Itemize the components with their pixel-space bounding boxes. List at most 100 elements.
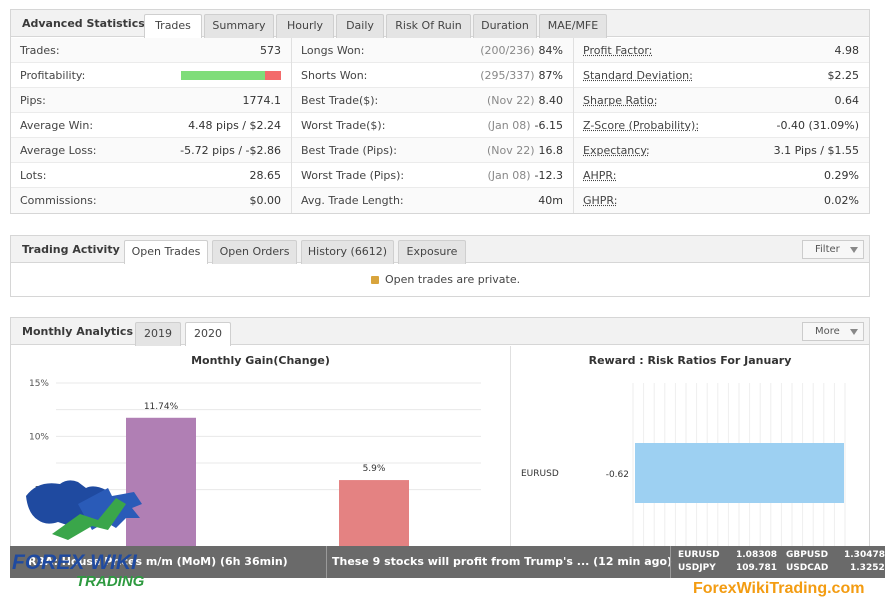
stat-row: Best Trade (Pips): (Nov 22) 16.8 <box>292 138 573 163</box>
tab-2020[interactable]: 2020 <box>185 322 231 346</box>
filter-button[interactable]: Filter <box>802 240 864 259</box>
stat-value: 4.98 <box>834 44 860 57</box>
stat-value: 0.02% <box>824 194 859 207</box>
chart-title: Reward : Risk Ratios For January <box>588 354 792 367</box>
stat-value: 87% <box>538 69 563 82</box>
stat-label: Trades: <box>20 44 60 57</box>
logo-line-1: FOREX WIKI <box>12 551 138 574</box>
stat-row: Z-Score (Probability): -0.40 (31.09%) <box>574 113 869 138</box>
stat-sub: (Jan 08) <box>487 119 531 132</box>
stat-value: -12.3 <box>534 169 563 182</box>
monthly-gain-svg: 15%10%5%11.74%5.9% <box>29 379 481 556</box>
stat-label: Avg. Trade Length: <box>301 194 404 207</box>
stat-sub: (Jan 08) <box>487 169 531 182</box>
stat-label: Average Win: <box>20 119 94 132</box>
y-tick-label: 15% <box>29 379 49 389</box>
stat-value: 16.8 <box>538 144 564 157</box>
more-button[interactable]: More <box>802 322 864 341</box>
quote-price: 1.3252 <box>850 563 885 573</box>
monthly-analytics-header: Monthly Analytics 2019 2020 More <box>11 318 869 346</box>
quote-pair: GBPUSD <box>786 550 829 560</box>
stat-label: Worst Trade (Pips): <box>301 169 405 182</box>
stat-label-link[interactable]: Z-Score (Probability): <box>583 119 700 132</box>
stat-label-link[interactable]: Profit Factor: <box>583 44 653 57</box>
quote-price: 109.781 <box>736 563 777 573</box>
stat-row: Best Trade($): (Nov 22) 8.40 <box>292 88 573 113</box>
stat-value: 4.48 pips / $2.24 <box>188 119 281 132</box>
stat-value: 28.65 <box>249 169 282 182</box>
bar <box>339 480 409 556</box>
panel-title: Advanced Statistics <box>22 17 145 30</box>
stat-row: Pips: 1774.1 <box>11 88 291 113</box>
tab-mae-mfe[interactable]: MAE/MFE <box>539 14 607 38</box>
panel-title: Trading Activity <box>22 243 120 256</box>
tab-summary[interactable]: Summary <box>204 14 274 38</box>
y-tick-label: 10% <box>29 432 49 442</box>
stat-value-group: (200/236) 84% <box>480 44 563 57</box>
ticker-divider <box>670 546 671 578</box>
stat-label-link[interactable]: Sharpe Ratio: <box>583 94 658 107</box>
tab-2019[interactable]: 2019 <box>135 322 181 346</box>
stat-sub: (295/337) <box>480 69 535 82</box>
stat-sub: (Nov 22) <box>486 94 535 107</box>
tab-duration[interactable]: Duration <box>473 14 537 38</box>
bar <box>126 417 196 556</box>
tab-open-orders[interactable]: Open Orders <box>212 240 297 264</box>
advanced-statistics-panel: Advanced Statistics Trades Summary Hourl… <box>10 9 870 214</box>
stat-value: 0.64 <box>834 94 860 107</box>
trading-activity-panel: Trading Activity Open Trades Open Orders… <box>10 235 870 297</box>
stat-label: Longs Won: <box>301 44 365 57</box>
stat-row: Profitability: <box>11 63 291 88</box>
stat-value-group: (295/337) 87% <box>480 69 563 82</box>
lock-icon <box>371 276 379 284</box>
stat-value: 84% <box>538 44 563 57</box>
quote-pair: USDCAD <box>786 563 829 573</box>
advanced-statistics-header: Advanced Statistics Trades Summary Hourl… <box>11 10 869 38</box>
tab-hourly[interactable]: Hourly <box>276 14 334 38</box>
category-label: EURUSD <box>521 469 559 479</box>
stat-label-link[interactable]: Standard Deviation: <box>583 69 693 82</box>
stat-row: GHPR: 0.02% <box>574 188 869 213</box>
tab-open-trades[interactable]: Open Trades <box>124 240 208 264</box>
stat-value: 0.29% <box>824 169 859 182</box>
reward-risk-svg: EURUSD -0.62 <box>521 383 846 546</box>
profitability-win-fill <box>181 71 265 80</box>
stat-value: -0.40 (31.09%) <box>776 119 859 132</box>
stat-label: Pips: <box>20 94 46 107</box>
stat-row: Commissions: $0.00 <box>11 188 291 213</box>
stat-label: Lots: <box>20 169 47 182</box>
chevron-down-icon <box>850 247 858 253</box>
tab-daily[interactable]: Daily <box>336 14 384 38</box>
tab-history[interactable]: History (6612) <box>301 240 394 264</box>
stat-label-link[interactable]: GHPR: <box>583 194 618 207</box>
stat-value: 1774.1 <box>242 94 282 107</box>
stat-row: Profit Factor: 4.98 <box>574 38 869 63</box>
tab-trades[interactable]: Trades <box>144 14 202 38</box>
tab-exposure[interactable]: Exposure <box>398 240 466 264</box>
stat-sub: (Nov 22) <box>486 144 535 157</box>
private-message: Open trades are private. <box>371 273 520 286</box>
stat-row: Standard Deviation: $2.25 <box>574 63 869 88</box>
stat-label-link[interactable]: Expectancy: <box>583 144 650 157</box>
ticker-headline[interactable]: These 9 stocks will profit from Trump's … <box>332 555 673 568</box>
reward-risk-chart: Reward : Risk Ratios For January EURUSD -… <box>511 346 869 546</box>
stat-row: Sharpe Ratio: 0.64 <box>574 88 869 113</box>
stat-value: 3.1 Pips / $1.55 <box>773 144 859 157</box>
ticker-headline[interactable]: RBA: House Prices m/m (MoM) (6h 36min) <box>28 555 288 568</box>
stat-value: -6.15 <box>534 119 563 132</box>
quote-price: 1.30478 <box>844 550 885 560</box>
tab-risk-of-ruin[interactable]: Risk Of Ruin <box>386 14 471 38</box>
stat-label-link[interactable]: AHPR: <box>583 169 617 182</box>
stat-row: Expectancy: 3.1 Pips / $1.55 <box>574 138 869 163</box>
monthly-analytics-panel: Monthly Analytics 2019 2020 More Monthly… <box>10 317 870 557</box>
stat-value-group: (Nov 22) 8.40 <box>487 94 563 107</box>
stat-value: 8.40 <box>538 94 564 107</box>
stat-value: $2.25 <box>827 69 860 82</box>
stat-value-group: (Jan 08) -6.15 <box>487 119 563 132</box>
stat-row: Worst Trade (Pips): (Jan 08) -12.3 <box>292 163 573 188</box>
stat-value-group: (Jan 08) -12.3 <box>487 169 563 182</box>
data-label: 5.9% <box>363 464 386 474</box>
site-watermark: ForexWikiTrading.com <box>693 580 865 597</box>
stat-label: Best Trade($): <box>301 94 379 107</box>
chevron-down-icon <box>850 329 858 335</box>
